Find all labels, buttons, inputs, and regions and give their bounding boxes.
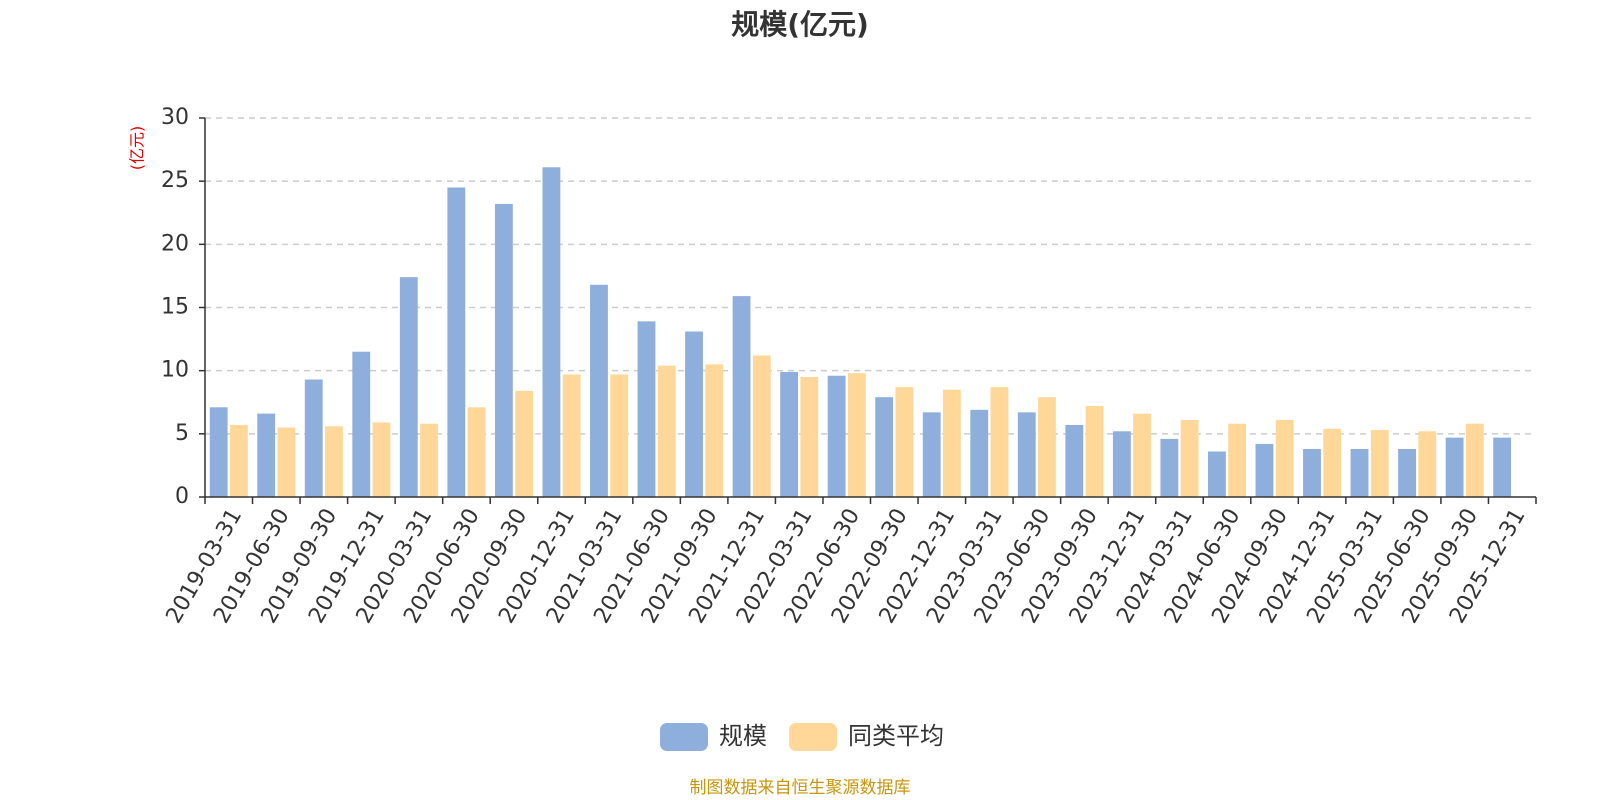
- bar-scale[interactable]: [209, 407, 228, 497]
- bar-scale[interactable]: [542, 167, 561, 497]
- bar-scale[interactable]: [590, 284, 608, 497]
- bar-peer-average[interactable]: [1038, 397, 1056, 497]
- bar-scale[interactable]: [1112, 431, 1131, 497]
- bar-scale[interactable]: [257, 413, 276, 497]
- bar-scale[interactable]: [494, 203, 513, 497]
- bar-peer-average[interactable]: [1228, 423, 1247, 497]
- bar-scale[interactable]: [637, 321, 656, 497]
- bar-scale[interactable]: [780, 371, 799, 497]
- y-tick-label: 0: [175, 484, 189, 509]
- y-tick-label: 15: [161, 295, 189, 320]
- bar-peer-average[interactable]: [1370, 430, 1389, 497]
- chart-title: 规模(亿元): [731, 8, 869, 41]
- bar-peer-average[interactable]: [467, 407, 486, 497]
- bar-peer-average[interactable]: [372, 422, 391, 497]
- bars: [209, 167, 1512, 497]
- bar-peer-average[interactable]: [1180, 419, 1199, 497]
- source-note: 制图数据来自恒生聚源数据库: [690, 778, 911, 798]
- bar-peer-average[interactable]: [1323, 428, 1342, 497]
- bar-peer-average[interactable]: [420, 423, 438, 497]
- bar-scale[interactable]: [1398, 448, 1416, 497]
- legend[interactable]: 规模 同类平均: [660, 722, 944, 751]
- bar-peer-average[interactable]: [325, 426, 343, 497]
- bar-scale[interactable]: [732, 296, 751, 497]
- bar-scale[interactable]: [447, 187, 466, 497]
- bar-scale[interactable]: [922, 412, 941, 497]
- bar-scale[interactable]: [352, 351, 371, 497]
- legend-swatch[interactable]: [660, 723, 708, 751]
- bar-peer-average[interactable]: [752, 355, 771, 497]
- legend-label[interactable]: 同类平均: [848, 722, 944, 750]
- y-ticks: 0 5 10 15 20 25 30: [161, 105, 205, 509]
- y-tick-label: 10: [161, 358, 189, 383]
- bar-peer-average[interactable]: [1275, 419, 1294, 497]
- bar-peer-average[interactable]: [1085, 406, 1104, 497]
- bar-peer-average[interactable]: [1418, 431, 1437, 497]
- bar-scale[interactable]: [1350, 448, 1369, 497]
- bar-scale[interactable]: [685, 331, 703, 497]
- y-axis-unit: (亿元): [128, 126, 147, 171]
- bar-peer-average[interactable]: [277, 427, 296, 497]
- y-tick-label: 20: [161, 231, 189, 256]
- bar-peer-average[interactable]: [229, 424, 248, 497]
- bar-scale[interactable]: [970, 409, 989, 497]
- bar-peer-average[interactable]: [847, 373, 866, 497]
- bar-peer-average[interactable]: [1465, 423, 1484, 497]
- bar-peer-average[interactable]: [562, 374, 581, 497]
- legend-swatch[interactable]: [789, 723, 837, 751]
- bar-scale[interactable]: [1255, 443, 1274, 497]
- bar-peer-average[interactable]: [1133, 413, 1151, 497]
- legend-label[interactable]: 规模: [719, 722, 767, 750]
- x-ticks: 2019-03-312019-06-302019-09-302019-12-31…: [162, 497, 1537, 628]
- y-tick-label: 30: [161, 105, 189, 130]
- bar-scale[interactable]: [1160, 438, 1179, 497]
- y-tick-label: 5: [175, 421, 189, 446]
- bar-peer-average[interactable]: [657, 365, 676, 497]
- bar-scale[interactable]: [1303, 448, 1321, 497]
- bar-scale[interactable]: [1017, 412, 1036, 497]
- bar-peer-average[interactable]: [942, 389, 961, 497]
- bar-scale[interactable]: [399, 277, 418, 497]
- grid-lines: [205, 117, 1536, 435]
- bar-peer-average[interactable]: [800, 376, 819, 497]
- bar-peer-average[interactable]: [990, 387, 1009, 497]
- bar-scale[interactable]: [875, 397, 894, 497]
- bar-scale[interactable]: [1493, 437, 1512, 497]
- bar-peer-average[interactable]: [895, 387, 914, 497]
- bar-scale[interactable]: [827, 375, 846, 497]
- y-tick-label: 25: [161, 168, 189, 193]
- bar-scale[interactable]: [1208, 451, 1226, 497]
- bar-peer-average[interactable]: [705, 364, 724, 497]
- bar-scale[interactable]: [304, 379, 323, 497]
- bar-scale[interactable]: [1445, 437, 1464, 497]
- bar-peer-average[interactable]: [515, 390, 533, 497]
- bar-peer-average[interactable]: [610, 374, 629, 497]
- bar-scale[interactable]: [1065, 424, 1084, 497]
